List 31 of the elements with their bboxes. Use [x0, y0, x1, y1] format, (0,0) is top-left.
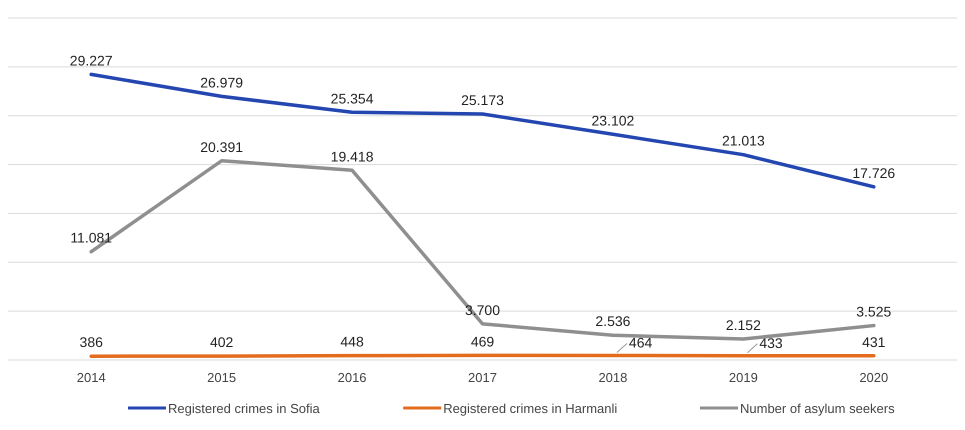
x-tick-label: 2020 [859, 370, 888, 385]
legend-label: Number of asylum seekers [740, 401, 896, 416]
data-label: 448 [340, 334, 364, 350]
data-label: 20.391 [200, 138, 244, 155]
data-label: 402 [210, 334, 234, 350]
x-tick-label: 2014 [76, 370, 106, 385]
data-label: 3.700 [464, 302, 500, 318]
data-label: 469 [470, 333, 494, 350]
data-label: 21.013 [722, 132, 765, 149]
x-tick-label: 2017 [468, 370, 497, 385]
x-tick-label: 2015 [207, 370, 236, 385]
data-label: 26.979 [200, 74, 244, 90]
x-tick-label: 2019 [728, 370, 758, 385]
x-tick-label: 2016 [338, 370, 367, 385]
data-label: 17.726 [852, 164, 896, 181]
data-label: 25.354 [330, 90, 374, 106]
data-label: 433 [759, 334, 783, 351]
x-tick-label: 2018 [598, 370, 628, 385]
data-label: 464 [628, 334, 652, 350]
data-label: 23.102 [592, 112, 635, 128]
data-label: 431 [862, 334, 886, 350]
legend-label: Registered crimes in Harmanli [443, 401, 618, 416]
data-label: 29.227 [70, 52, 113, 68]
data-label: 11.081 [70, 230, 112, 246]
data-label: 19.418 [330, 148, 374, 164]
data-label: 3.525 [856, 304, 892, 320]
data-label: 25.173 [461, 92, 504, 108]
legend-label: Registered crimes in Sofia [168, 401, 320, 416]
data-label: 2.536 [595, 313, 631, 330]
data-label: 386 [80, 334, 104, 350]
data-label: 2.152 [726, 316, 762, 333]
